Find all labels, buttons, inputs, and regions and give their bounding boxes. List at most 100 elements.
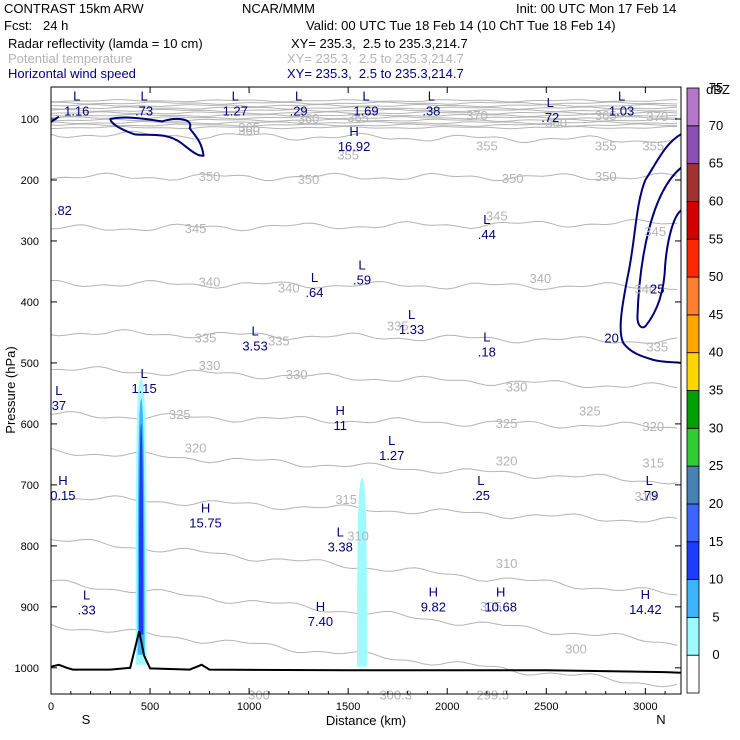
x-tick-label: 500 (141, 701, 159, 713)
y-axis-label: Pressure (hPa) (3, 346, 18, 433)
wind-extremum-value: .38 (422, 104, 440, 119)
wind-extremum-type: L (73, 89, 80, 104)
colorbar-tick-label: 70 (709, 118, 723, 133)
theta-contour-label: 310 (634, 489, 656, 504)
theta-contour-label: 345 (644, 224, 666, 239)
wind-extremum-type: L (428, 89, 435, 104)
theta-contour-line (51, 103, 678, 108)
theta-contour-label: 350 (298, 172, 320, 187)
y-tick-label: 100 (21, 114, 39, 126)
theta-contour-line (51, 411, 678, 429)
x-tick-label: 0 (48, 701, 54, 713)
colorbar-swatch (686, 427, 700, 467)
wind-extremum-type: L (618, 89, 625, 104)
colorbar-tick-label: 35 (709, 383, 723, 398)
valid-time: Valid: 00 UTC Tue 18 Feb 14 (10 ChT Tue … (306, 18, 616, 33)
wind-extremum-type: H (201, 500, 210, 515)
colorbar-swatch (686, 87, 700, 127)
theta-contour-line (51, 279, 678, 291)
wind-extremum-value: 16.92 (338, 139, 371, 154)
wind-extremum-value: 10.68 (484, 599, 517, 614)
wind-extremum-type: L (140, 89, 147, 104)
wind-extremum-value: .18 (478, 345, 496, 360)
wind-extremum-type: L (547, 95, 554, 110)
x-axis-right-end-label: N (656, 712, 665, 727)
wind-extremum-type: L (337, 525, 344, 540)
theta-contour-line (51, 106, 678, 110)
wind-extremum-type: L (483, 212, 490, 227)
theta-contour-line (51, 120, 678, 125)
x-tick-label: 1500 (336, 701, 360, 713)
wind-speed-contours (51, 115, 681, 364)
wind-extremum-value: .72 (541, 110, 559, 125)
colorbar-tick-label: 50 (709, 269, 723, 284)
wind-extremum-value: .64 (305, 285, 323, 300)
wind-extremum-type: L (55, 383, 62, 398)
wind-extremum-type: L (311, 270, 318, 285)
org-label: NCAR/MMM (242, 1, 315, 16)
terrain-profile (51, 630, 681, 674)
theta-contour-label: 350 (502, 171, 524, 186)
field-wind-xy: XY= 235.3, 2.5 to 235.3,214.7 (287, 66, 464, 81)
forecast-hour: Fcst: 24 h (4, 18, 69, 33)
theta-contour-label: 325 (169, 407, 191, 422)
wind-extremum-value: 11 (333, 418, 347, 433)
theta-contour-label: 350 (595, 169, 617, 184)
theta-contour-label: 360 (238, 123, 260, 138)
theta-contour-label: 330 (506, 379, 528, 394)
field-wind-name: Horizontal wind speed (8, 66, 136, 81)
theta-contour-label: 335 (387, 318, 409, 333)
wind-extremum-value: 15.75 (189, 515, 222, 530)
wind-extremum-value: 37 (52, 398, 66, 413)
theta-contour-line (51, 113, 678, 118)
wind-extremum-value: .82 (54, 203, 72, 218)
wind-extremum-type: L (295, 89, 302, 104)
theta-contour-label: 335 (646, 340, 668, 355)
theta-contour-label: 325 (496, 416, 518, 431)
theta-contour-label: 315 (335, 492, 357, 507)
colorbar-tick-label: 40 (709, 345, 723, 360)
theta-contour-label: 310 (496, 556, 518, 571)
theta-contour-label: 299.5 (477, 687, 510, 702)
colorbar-tick-label: 45 (709, 307, 723, 322)
plot-frame (50, 86, 682, 695)
colorbar-tick-label: 55 (709, 231, 723, 246)
y-tick-label: 900 (21, 602, 39, 614)
wind-extremum-value: .59 (353, 273, 371, 288)
colorbar-swatch (686, 163, 700, 202)
colorbar-swatch (686, 125, 700, 165)
theta-contour-label: 330 (286, 367, 308, 382)
x-tick-label: 1000 (237, 701, 261, 713)
theta-contour-label: 365 (595, 108, 617, 123)
wind-contour-label: 20 (604, 331, 618, 346)
x-axis-left-end-label: S (82, 712, 91, 727)
theta-contour-label: 340 (529, 271, 551, 286)
model-title: CONTRAST 15km ARW (4, 1, 144, 16)
theta-contour-label: 355 (642, 138, 664, 153)
wind-extremum-value: 1.03 (609, 104, 634, 119)
y-tick-label: 300 (21, 236, 39, 248)
colorbar-swatch (686, 503, 700, 543)
colorbar-tick-label: 25 (709, 458, 723, 473)
wind-extremum-type: L (408, 307, 415, 322)
field-theta-xy: XY= 235.3, 2.5 to 235.3,214.7 (287, 51, 464, 66)
wind-extremum-type: H (641, 587, 650, 602)
wind-extremum-value: .73 (135, 104, 153, 119)
wind-extremum-value: .79 (640, 488, 658, 503)
theta-contour-label: 300 (565, 642, 587, 657)
theta-contour-line (51, 447, 678, 485)
wind-contour-25 (636, 167, 681, 329)
theta-contour-label: 355 (337, 148, 359, 163)
theta-contour-label: 310 (347, 529, 369, 544)
reflectivity-5dbz (357, 477, 368, 667)
reflectivity-15dbz (138, 423, 144, 635)
wind-extremum-type: L (477, 473, 484, 488)
theta-contour-line (51, 218, 678, 232)
terrain-line (51, 630, 681, 674)
wind-extremum-type: L (388, 433, 395, 448)
dbz-colorbar: 0 5 10 15 20 25 30 35 40 45 50 55 60 65 70 75 (686, 80, 723, 694)
theta-contour-line (51, 116, 677, 120)
colorbar-swatch (686, 579, 700, 618)
x-axis-label: Distance (km) (326, 713, 406, 728)
